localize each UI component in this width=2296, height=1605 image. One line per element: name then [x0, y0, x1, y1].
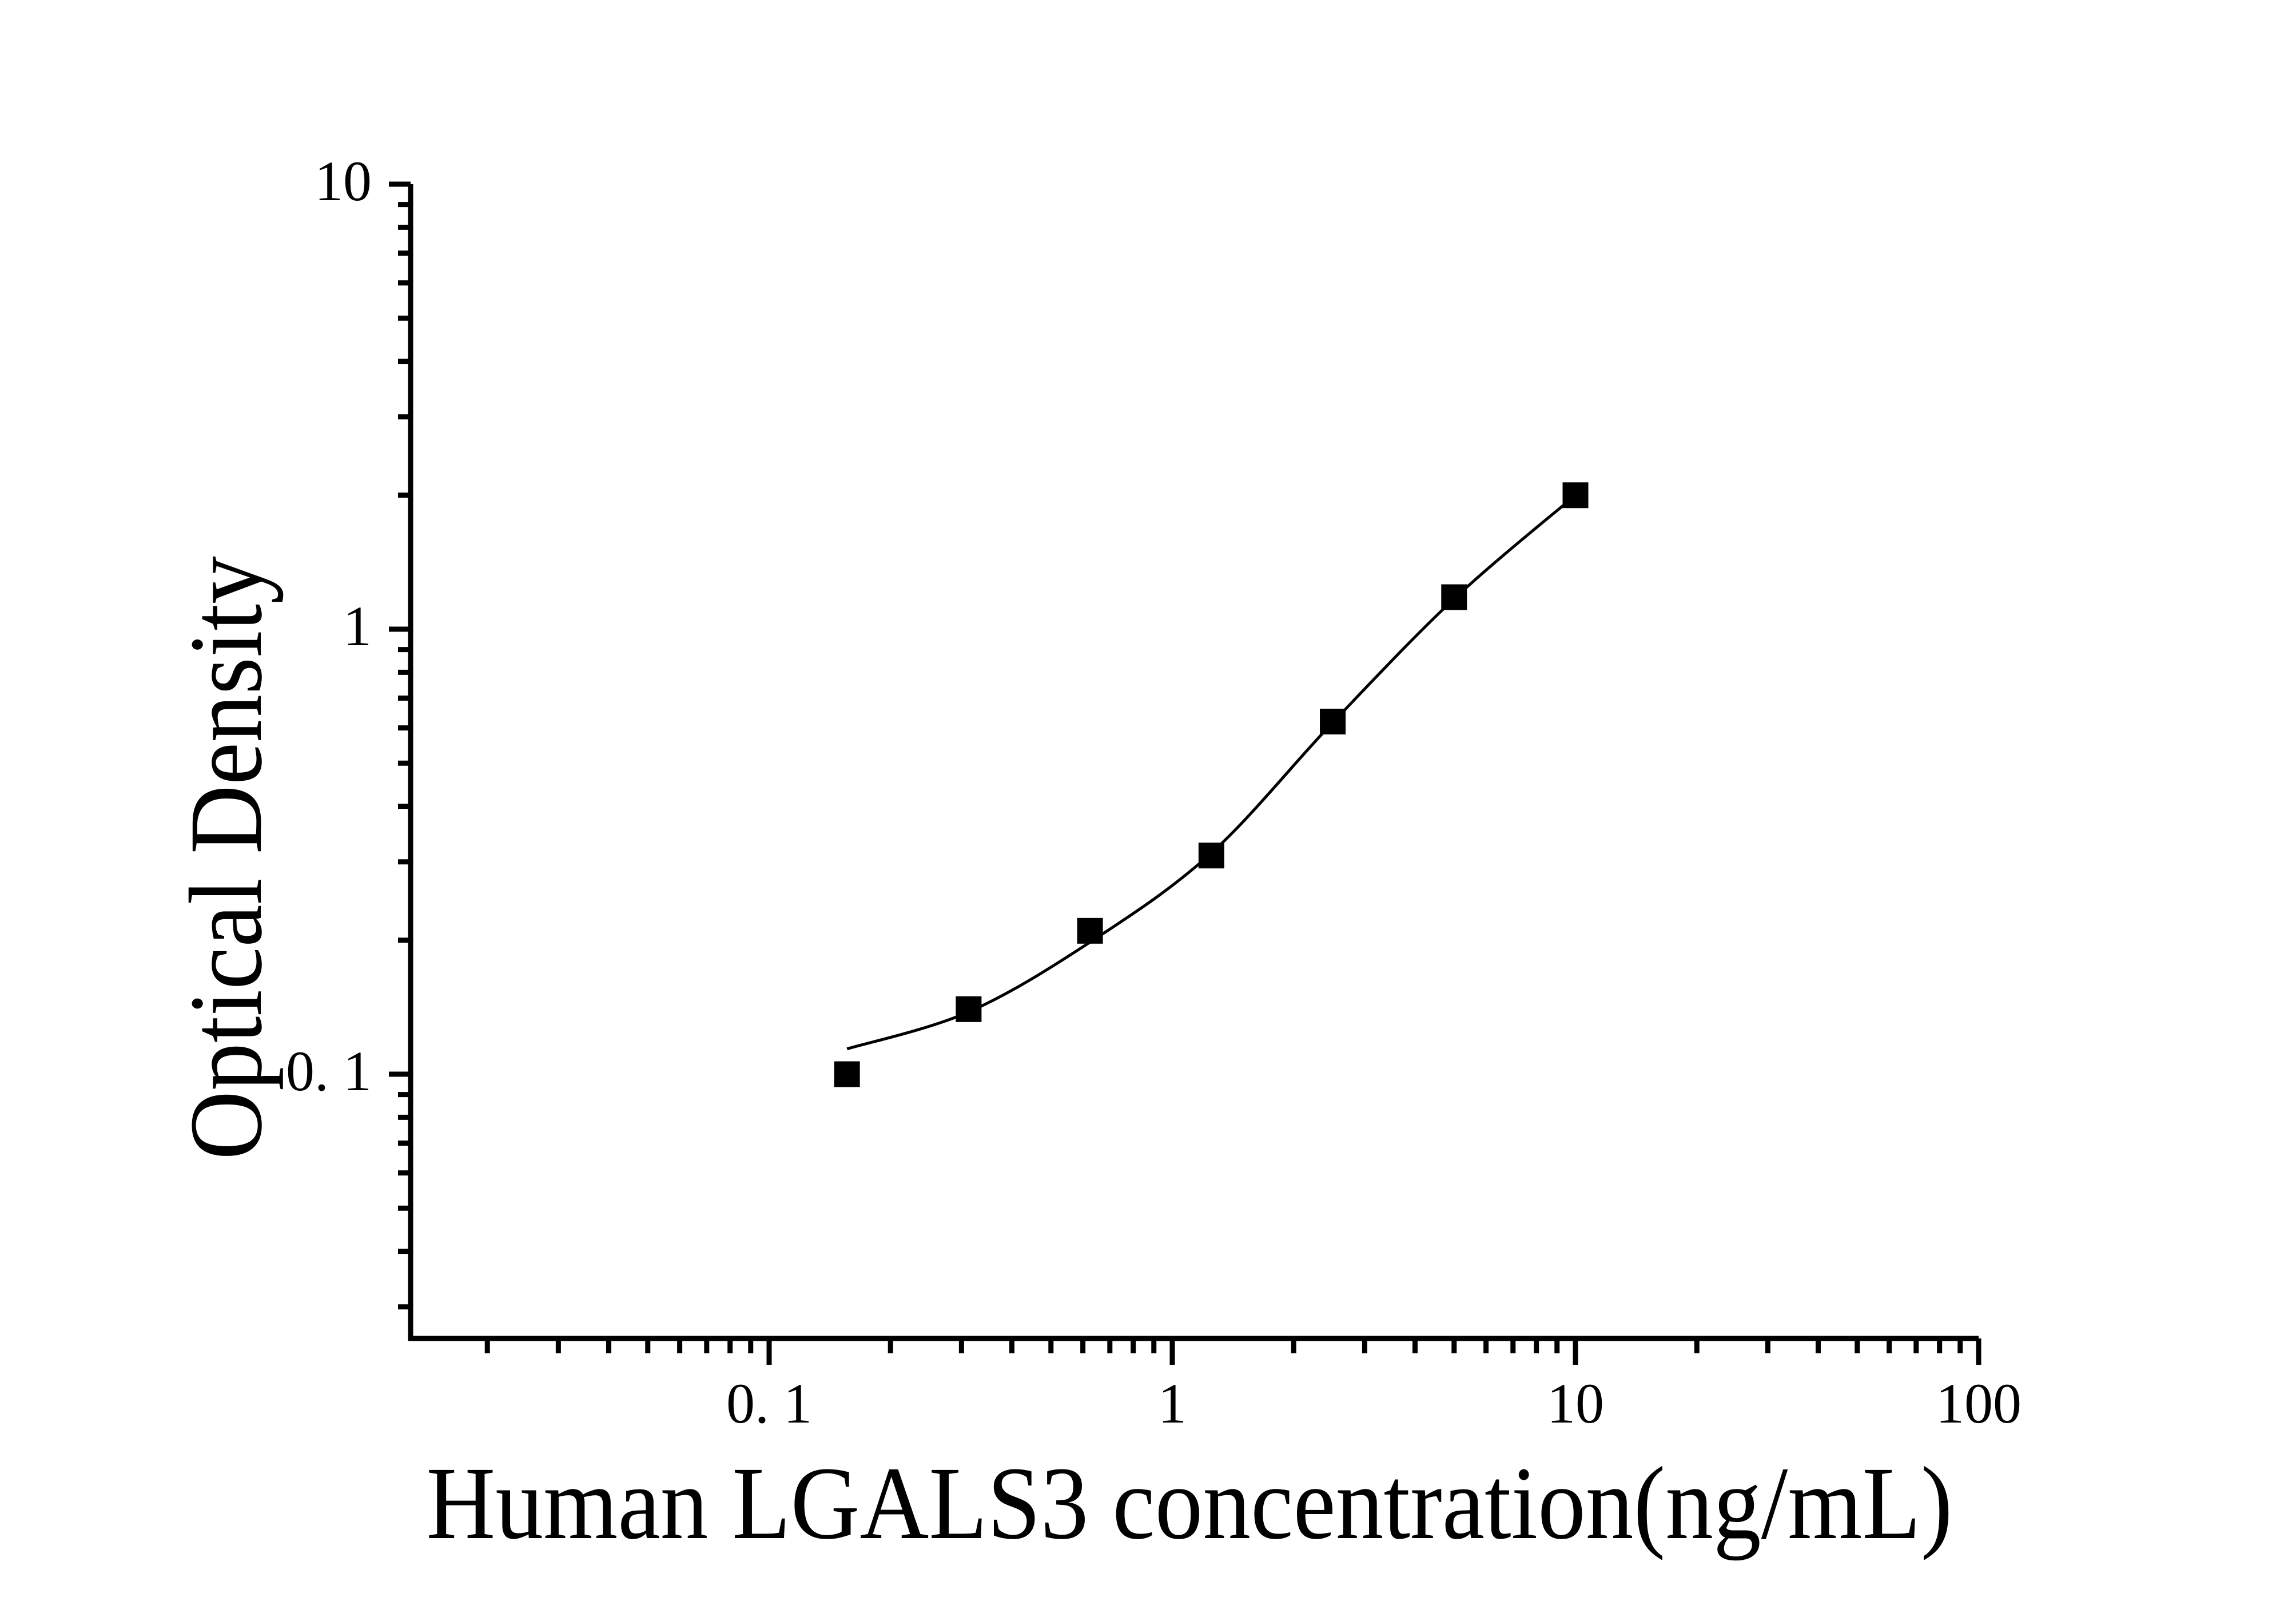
- data-point-marker: [1562, 482, 1589, 508]
- axes-spines: [408, 184, 1979, 1341]
- x-tick-label: 1: [1158, 1372, 1187, 1435]
- data-point-marker: [1320, 709, 1346, 735]
- x-tick-label: 0. 1: [726, 1372, 812, 1435]
- fit-curve: [846, 494, 1577, 1051]
- data-point-marker: [834, 1061, 860, 1087]
- x-tick-label: 100: [1936, 1372, 2022, 1435]
- y-axis-title-text: Optical Density: [169, 556, 284, 1160]
- y-tick-label: 10: [315, 149, 372, 213]
- x-axis-title-text: Human LGALS3 concentration(ng/mL): [426, 1446, 1953, 1561]
- y-tick-label: 0. 1: [286, 1039, 372, 1103]
- data-point-marker: [1198, 843, 1224, 869]
- y-axis-title: Optical Density: [169, 530, 284, 1186]
- x-tick-label: 10: [1547, 1372, 1604, 1435]
- x-axis-title: Human LGALS3 concentration(ng/mL): [360, 1452, 2019, 1556]
- data-point-marker: [1441, 584, 1467, 610]
- y-tick-label: 1: [343, 594, 372, 658]
- data-point-marker: [1077, 917, 1103, 944]
- data-point-marker: [956, 996, 982, 1022]
